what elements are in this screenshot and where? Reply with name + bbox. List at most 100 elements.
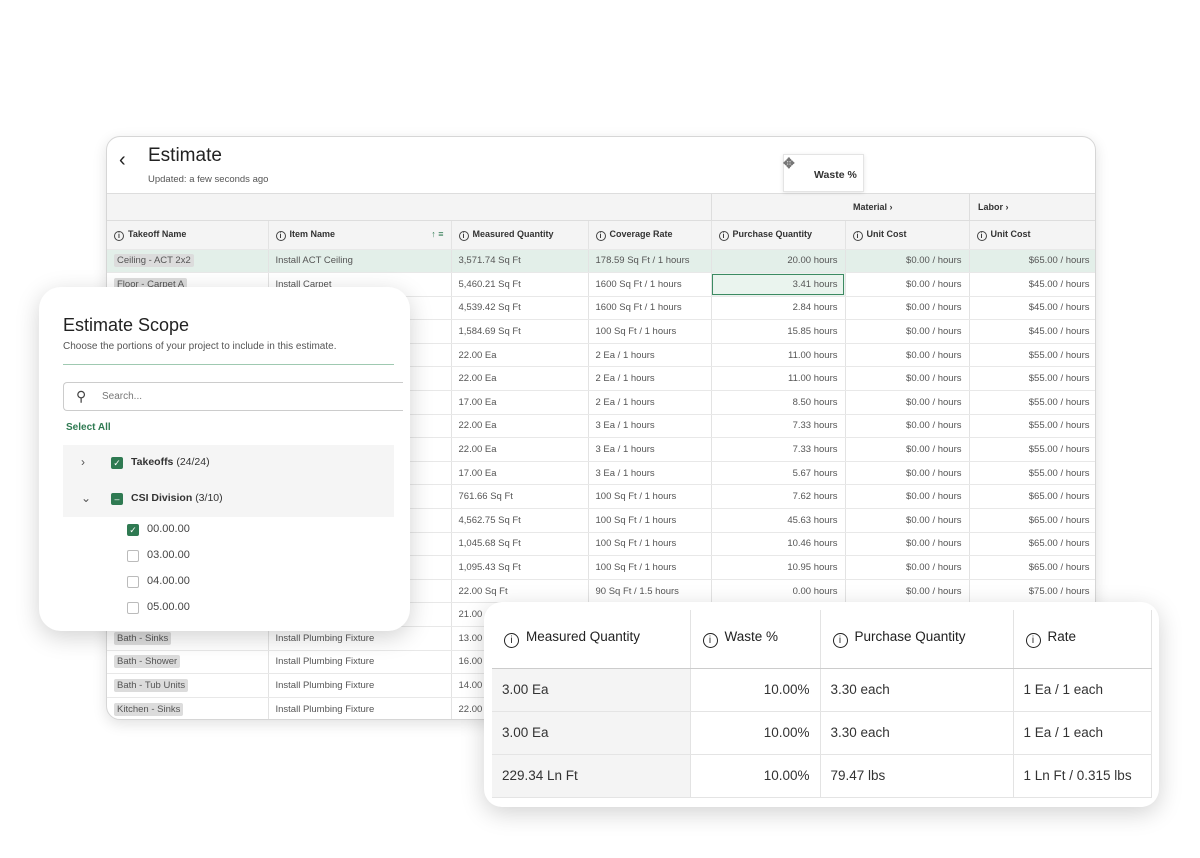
search-input[interactable]: ⚲ Search...: [63, 382, 403, 411]
takeoffs-group[interactable]: › ✓ Takeoffs (24/24): [63, 445, 394, 481]
table-cell[interactable]: 100 Sq Ft / 1 hours: [588, 555, 712, 580]
table-row[interactable]: Floor - Carpet A Install Carpet 5,460.21 S…: [107, 272, 1095, 297]
table-cell[interactable]: 1600 Sq Ft / 1 hours: [588, 272, 712, 297]
table-cell[interactable]: 3,571.74 Sq Ft: [451, 249, 589, 274]
table-cell[interactable]: Bath - Shower: [107, 650, 269, 675]
table-cell[interactable]: Install Plumbing Fixture: [268, 697, 452, 719]
table-cell[interactable]: 11.00 hours: [711, 343, 846, 368]
table-cell[interactable]: $55.00 / hours: [969, 414, 1095, 439]
table-cell[interactable]: 1,045.68 Sq Ft: [451, 532, 589, 557]
table-cell[interactable]: 11.00 hours: [711, 366, 846, 392]
column-header[interactable]: i Coverage Rate: [588, 221, 712, 250]
csi-division-group[interactable]: ⌄ – CSI Division (3/10): [63, 481, 394, 517]
detail-cell[interactable]: 79.47 lbs: [820, 754, 1014, 798]
table-cell[interactable]: Bath - Tub Units: [107, 673, 269, 698]
chevron-right-icon[interactable]: ›: [81, 455, 85, 469]
table-cell[interactable]: 1,584.69 Sq Ft: [451, 319, 589, 344]
table-cell[interactable]: 2 Ea / 1 hours: [588, 390, 712, 415]
column-header[interactable]: i Item Name ↑ ≡: [268, 221, 452, 250]
detail-column-header[interactable]: i Rate: [1013, 610, 1152, 669]
detail-column-header[interactable]: i Waste %: [690, 610, 821, 669]
chevron-down-icon[interactable]: ⌄: [81, 491, 92, 505]
table-cell[interactable]: 10.46 hours: [711, 532, 846, 557]
detail-cell[interactable]: 3.30 each: [820, 668, 1014, 712]
dragging-column-waste[interactable]: ✥ Waste %: [783, 154, 864, 192]
detail-cell[interactable]: 3.00 Ea: [492, 668, 691, 712]
detail-cell[interactable]: 1 Ea / 1 each: [1013, 711, 1152, 755]
table-cell[interactable]: $65.00 / hours: [969, 484, 1095, 510]
table-cell[interactable]: $55.00 / hours: [969, 366, 1095, 392]
detail-cell[interactable]: 1 Ln Ft / 0.315 lbs: [1013, 754, 1152, 798]
table-cell[interactable]: $0.00 / hours: [845, 249, 970, 274]
takeoffs-checkbox[interactable]: ✓: [111, 457, 123, 469]
table-cell[interactable]: 4,539.42 Sq Ft: [451, 296, 589, 321]
table-row[interactable]: 22.00 Ea 2 Ea / 1 hours 11.00 hours $0.00 /…: [107, 343, 1095, 368]
table-cell[interactable]: $65.00 / hours: [969, 555, 1095, 580]
detail-row[interactable]: 229.34 Ln Ft 10.00% 79.47 lbs 1 Ln Ft / 0.3…: [492, 754, 1152, 798]
table-cell[interactable]: 22.00 Ea: [451, 366, 589, 392]
column-header[interactable]: i Measured Quantity: [451, 221, 589, 250]
table-cell[interactable]: $0.00 / hours: [845, 437, 970, 462]
table-cell[interactable]: $0.00 / hours: [845, 366, 970, 392]
table-cell[interactable]: 20.00 hours: [711, 249, 846, 274]
table-cell[interactable]: 17.00 Ea: [451, 461, 589, 486]
detail-cell[interactable]: 1 Ea / 1 each: [1013, 668, 1152, 712]
table-cell[interactable]: 3.41 hours: [711, 272, 846, 297]
column-header[interactable]: i Takeoff Name: [107, 221, 269, 250]
column-header[interactable]: i Unit Cost: [845, 221, 970, 250]
detail-cell[interactable]: 10.00%: [690, 711, 821, 755]
table-cell[interactable]: 8.50 hours: [711, 390, 846, 415]
detail-column-header[interactable]: i Purchase Quantity: [820, 610, 1014, 669]
table-cell[interactable]: $0.00 / hours: [845, 532, 970, 557]
table-cell[interactable]: $0.00 / hours: [845, 461, 970, 486]
table-cell[interactable]: 10.95 hours: [711, 555, 846, 580]
table-cell[interactable]: $55.00 / hours: [969, 461, 1095, 486]
table-row[interactable]: Ceiling - ACT 2x2 Install ACT Ceiling 3,57…: [107, 249, 1095, 274]
table-cell[interactable]: 22.00 Ea: [451, 343, 589, 368]
table-cell[interactable]: $65.00 / hours: [969, 532, 1095, 557]
table-cell[interactable]: 4,562.75 Sq Ft: [451, 508, 589, 533]
detail-cell[interactable]: 10.00%: [690, 668, 821, 712]
table-row[interactable]: 1,584.69 Sq Ft 100 Sq Ft / 1 hours 15.85 h…: [107, 319, 1095, 344]
table-cell[interactable]: $0.00 / hours: [845, 555, 970, 580]
table-cell[interactable]: $0.00 / hours: [845, 579, 970, 604]
table-cell[interactable]: 2 Ea / 1 hours: [588, 366, 712, 392]
table-cell[interactable]: $0.00 / hours: [845, 390, 970, 415]
table-cell[interactable]: $0.00 / hours: [845, 272, 970, 297]
table-cell[interactable]: 100 Sq Ft / 1 hours: [588, 319, 712, 344]
table-cell[interactable]: 90 Sq Ft / 1.5 hours: [588, 579, 712, 604]
detail-row[interactable]: 3.00 Ea 10.00% 3.30 each 1 Ea / 1 each: [492, 668, 1152, 712]
detail-row[interactable]: 3.00 Ea 10.00% 3.30 each 1 Ea / 1 each: [492, 711, 1152, 755]
table-cell[interactable]: $0.00 / hours: [845, 484, 970, 510]
table-cell[interactable]: 761.66 Sq Ft: [451, 484, 589, 510]
table-cell[interactable]: 1600 Sq Ft / 1 hours: [588, 296, 712, 321]
table-cell[interactable]: $75.00 / hours: [969, 579, 1095, 604]
csi-checkbox-indeterminate[interactable]: –: [111, 493, 123, 505]
checkbox[interactable]: ✓: [127, 524, 139, 536]
back-button[interactable]: ‹: [119, 149, 126, 171]
checkbox[interactable]: [127, 602, 139, 614]
table-cell[interactable]: 3 Ea / 1 hours: [588, 437, 712, 462]
table-cell[interactable]: 100 Sq Ft / 1 hours: [588, 484, 712, 510]
table-cell[interactable]: $0.00 / hours: [845, 414, 970, 439]
table-cell[interactable]: 5,460.21 Sq Ft: [451, 272, 589, 297]
table-cell[interactable]: Install ACT Ceiling: [268, 249, 452, 274]
table-cell[interactable]: 22.00 Ea: [451, 414, 589, 439]
detail-cell[interactable]: 3.30 each: [820, 711, 1014, 755]
table-cell[interactable]: 7.33 hours: [711, 437, 846, 462]
table-cell[interactable]: 7.62 hours: [711, 484, 846, 510]
table-cell[interactable]: 7.33 hours: [711, 414, 846, 439]
table-cell[interactable]: $65.00 / hours: [969, 508, 1095, 533]
table-cell[interactable]: 100 Sq Ft / 1 hours: [588, 532, 712, 557]
checkbox[interactable]: [127, 550, 139, 562]
column-header[interactable]: i Purchase Quantity: [711, 221, 846, 250]
table-cell[interactable]: 22.00 Ea: [451, 437, 589, 462]
table-cell[interactable]: $0.00 / hours: [845, 296, 970, 321]
table-cell[interactable]: $55.00 / hours: [969, 343, 1095, 368]
table-cell[interactable]: 100 Sq Ft / 1 hours: [588, 508, 712, 533]
table-cell[interactable]: $45.00 / hours: [969, 272, 1095, 297]
table-cell[interactable]: $0.00 / hours: [845, 343, 970, 368]
table-cell[interactable]: $45.00 / hours: [969, 319, 1095, 344]
table-cell[interactable]: $55.00 / hours: [969, 437, 1095, 462]
table-cell[interactable]: Install Plumbing Fixture: [268, 673, 452, 698]
